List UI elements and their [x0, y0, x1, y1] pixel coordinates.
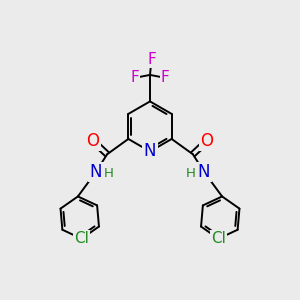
Text: N: N	[198, 163, 210, 181]
Text: F: F	[130, 70, 139, 86]
Text: H: H	[104, 167, 114, 180]
Text: N: N	[90, 163, 102, 181]
Text: Cl: Cl	[211, 231, 226, 246]
Text: F: F	[161, 70, 170, 86]
Text: H: H	[186, 167, 196, 180]
Text: O: O	[86, 132, 100, 150]
Text: Cl: Cl	[74, 231, 89, 246]
Text: N: N	[144, 142, 156, 160]
Text: O: O	[200, 132, 214, 150]
Text: F: F	[147, 52, 156, 67]
